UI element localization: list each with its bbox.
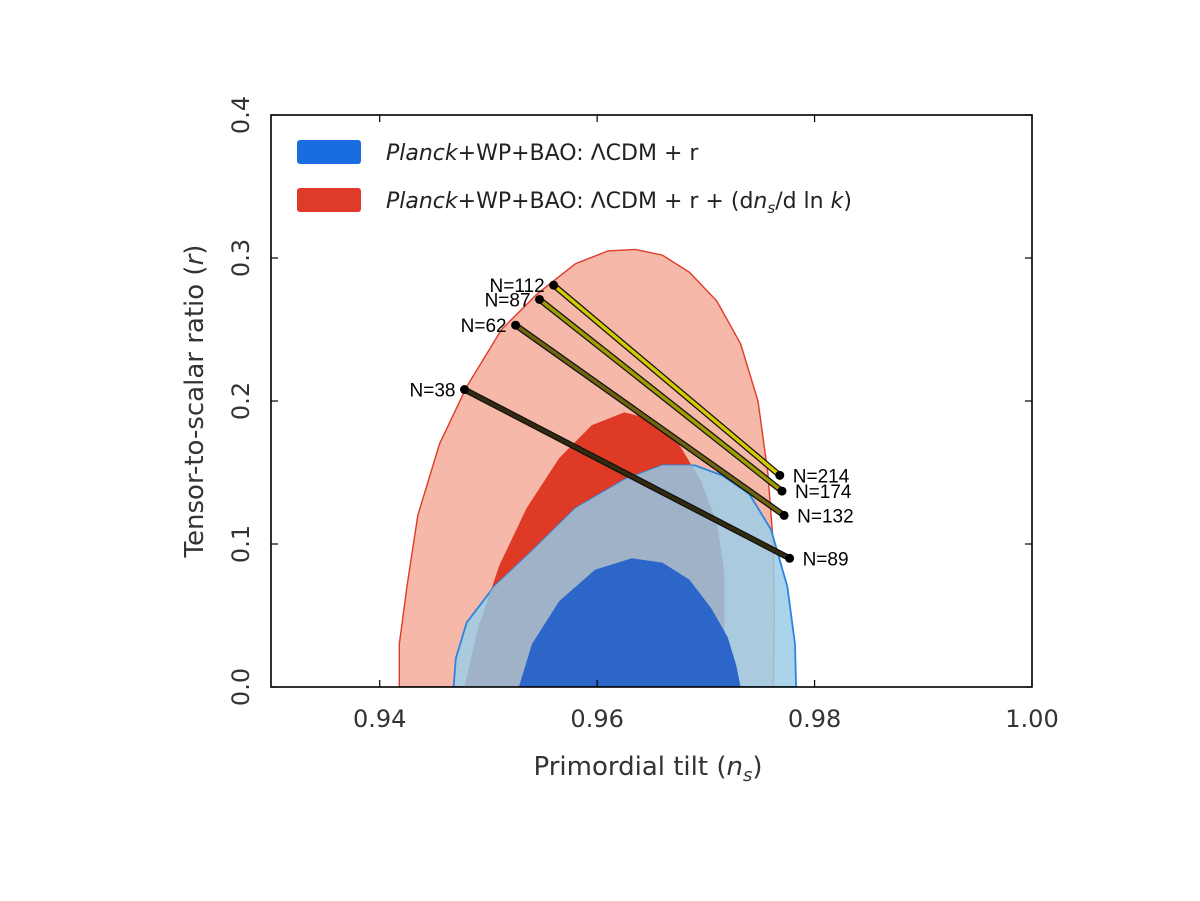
model-line-1 bbox=[538, 298, 784, 493]
legend-entry-red: Planck+WP+BAO: ΛCDM + r + (dns/d ln k) bbox=[386, 189, 852, 217]
model-point-start-3 bbox=[460, 385, 470, 395]
legend-swatch-red bbox=[297, 188, 361, 212]
legend-swatch-blue bbox=[297, 140, 361, 164]
y-tick-label: 0.1 bbox=[227, 525, 255, 563]
model-label-end-0: N=214 bbox=[793, 466, 850, 487]
legend: Planck+WP+BAO: ΛCDM + r Planck+WP+BAO: Λ… bbox=[297, 140, 852, 217]
legend-entry-blue: Planck+WP+BAO: ΛCDM + r bbox=[386, 141, 699, 166]
contour-regions bbox=[398, 248, 798, 687]
model-point-end-3 bbox=[785, 553, 795, 563]
y-tick-label: 0.2 bbox=[227, 382, 255, 420]
y-axis-title: Tensor-to-scalar ratio (r) bbox=[180, 245, 210, 559]
model-labels: N=112 N=214 N=87 N=174 N=62 N=132 N=38 N=89 bbox=[410, 276, 854, 570]
model-label-start-1: N=87 bbox=[485, 290, 531, 311]
model-label-start-0: N=112 bbox=[490, 276, 545, 297]
model-label-start-2: N=62 bbox=[461, 316, 507, 337]
x-tick-label: 1.00 bbox=[1005, 705, 1058, 733]
y-tick-label: 0.0 bbox=[227, 668, 255, 706]
y-tick-label: 0.3 bbox=[227, 239, 255, 277]
x-axis-title: Primordial tilt (ns) bbox=[533, 752, 762, 786]
model-line-3 bbox=[463, 388, 791, 560]
x-tick-label: 0.94 bbox=[353, 705, 406, 733]
model-point-start-1 bbox=[535, 294, 545, 304]
model-line-2 bbox=[514, 323, 786, 517]
model-point-end-0 bbox=[775, 470, 785, 480]
model-label-end-1: N=174 bbox=[795, 482, 852, 503]
model-points bbox=[460, 280, 795, 563]
model-label-end-3: N=89 bbox=[803, 549, 849, 570]
x-tick-label: 0.98 bbox=[788, 705, 841, 733]
contour-blue-95 bbox=[518, 558, 741, 687]
model-point-end-1 bbox=[777, 486, 787, 496]
y-tick-label: 0.4 bbox=[227, 96, 255, 134]
model-label-end-2: N=132 bbox=[797, 506, 854, 527]
y-axis: 0.0 0.1 0.2 0.3 0.4 bbox=[227, 96, 1032, 706]
x-tick-label: 0.96 bbox=[570, 705, 623, 733]
model-label-start-3: N=38 bbox=[410, 381, 456, 402]
model-point-end-2 bbox=[779, 510, 789, 520]
model-point-start-0 bbox=[549, 280, 559, 290]
model-point-start-2 bbox=[511, 320, 521, 330]
model-line-0 bbox=[552, 283, 781, 477]
model-lines bbox=[463, 282, 791, 561]
x-axis: 0.94 0.96 0.98 1.00 bbox=[353, 115, 1059, 733]
